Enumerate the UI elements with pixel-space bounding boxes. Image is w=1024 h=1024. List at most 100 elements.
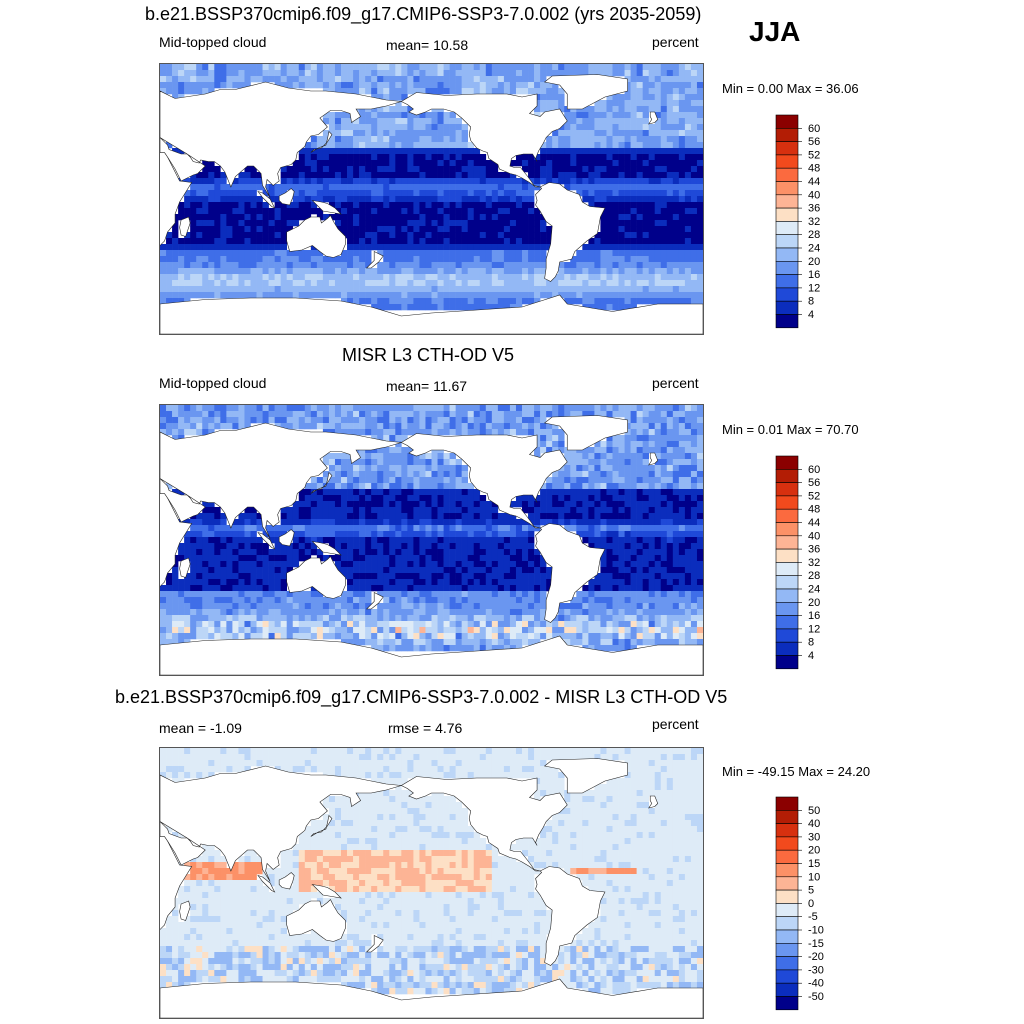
map-cell	[190, 64, 197, 71]
map-cell	[395, 196, 402, 203]
map-cell	[648, 405, 656, 412]
map-cell	[570, 148, 577, 155]
map-cell	[262, 64, 269, 71]
map-cell	[419, 519, 426, 526]
map-cell	[437, 118, 444, 125]
map-cell	[515, 405, 523, 412]
map-cell	[540, 274, 547, 281]
map-cell	[618, 298, 625, 305]
map-cell	[455, 166, 462, 173]
map-cell	[377, 591, 384, 598]
map-cell	[666, 178, 674, 185]
map-cell	[365, 70, 372, 77]
map-cell	[184, 232, 191, 239]
map-cell	[642, 190, 650, 197]
map-cell	[618, 184, 625, 191]
map-cell	[534, 160, 541, 167]
map-cell	[485, 525, 493, 532]
map-cell	[437, 172, 444, 179]
map-cell	[618, 585, 625, 592]
map-cell	[256, 543, 263, 550]
map-cell	[292, 525, 300, 532]
map-cell	[522, 555, 529, 562]
map-cell	[437, 477, 444, 484]
map-cell	[244, 561, 251, 568]
map-cell	[334, 453, 342, 460]
map-cell	[431, 501, 438, 508]
map-cell	[678, 64, 686, 71]
map-cell	[624, 549, 631, 556]
map-cell	[437, 292, 444, 299]
map-cell	[196, 429, 203, 436]
map-cell	[425, 130, 432, 137]
map-cell	[226, 76, 233, 83]
map-cell	[684, 178, 692, 185]
map-cell	[455, 459, 462, 466]
map-cell	[371, 172, 378, 179]
map-cell	[606, 459, 613, 466]
map-cell	[678, 250, 686, 257]
map-cell	[214, 208, 221, 215]
map-cell	[522, 286, 529, 293]
map-cell	[576, 298, 583, 305]
map-cell	[437, 220, 444, 227]
map-cell	[558, 136, 565, 143]
map-cell	[377, 525, 384, 532]
map-cell	[190, 405, 197, 412]
map-cell	[684, 148, 692, 155]
map-cell	[684, 244, 692, 251]
map-cell	[660, 94, 668, 101]
map-cell	[328, 202, 336, 209]
map-cell	[564, 130, 571, 137]
colorbar-label: 24	[808, 243, 820, 255]
map-cell	[509, 292, 517, 299]
map-cell	[576, 405, 583, 412]
map-cell	[401, 280, 408, 287]
map-cell	[280, 579, 288, 586]
map-cell	[425, 70, 432, 77]
map-cell	[395, 214, 402, 221]
map-cell	[425, 178, 432, 185]
map-cell	[666, 447, 674, 454]
map-cell	[347, 513, 354, 520]
map-cell	[582, 172, 589, 179]
map-cell	[274, 405, 281, 412]
map-cell	[660, 513, 668, 520]
map-cell	[220, 220, 227, 227]
map-cell	[540, 417, 547, 424]
map-cell	[654, 483, 662, 490]
map-cell	[395, 417, 402, 424]
map-cell	[377, 262, 384, 269]
map-cell	[594, 495, 601, 502]
map-cell	[316, 423, 324, 430]
map-cell	[407, 244, 414, 251]
map-cell	[630, 429, 637, 436]
map-cell	[431, 411, 438, 418]
map-cell	[630, 154, 637, 161]
map-cell	[353, 184, 360, 191]
map-cell	[491, 232, 499, 239]
map-cell	[648, 220, 656, 227]
map-cell	[383, 166, 390, 173]
map-cell	[678, 172, 686, 179]
map-cell	[401, 531, 408, 538]
map-cell	[341, 543, 348, 550]
colorbar-label: 28	[808, 229, 820, 241]
map-cell	[461, 124, 469, 131]
map-cell	[437, 513, 444, 520]
map-cell	[166, 483, 173, 490]
map-cell	[467, 525, 475, 532]
map-cell	[600, 70, 607, 77]
map-cell	[636, 471, 643, 478]
map-cell	[678, 537, 686, 544]
map-cell	[371, 118, 378, 125]
map-cell	[576, 513, 583, 520]
map-cell	[407, 64, 414, 71]
map-cell	[214, 214, 221, 221]
map-cell	[473, 172, 481, 179]
map-cell	[660, 543, 668, 550]
map-cell	[546, 70, 553, 77]
map-cell	[461, 214, 469, 221]
map-cell	[190, 70, 197, 77]
map-cell	[274, 76, 281, 83]
